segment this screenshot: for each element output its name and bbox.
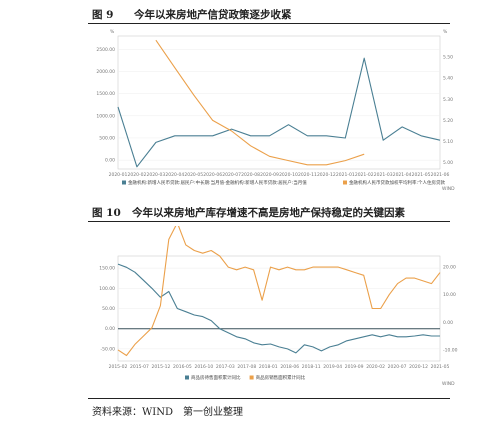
y-right-tick-label: 5.20 — [443, 118, 453, 124]
legend-swatch-2 — [249, 375, 254, 380]
x-tick-label: 2021-05 — [412, 172, 431, 178]
legend-swatch-2 — [343, 180, 347, 185]
x-tick-label: 2015-12 — [152, 364, 171, 370]
watermark: WIND — [442, 381, 455, 387]
x-tick-label: 2021-04 — [393, 172, 412, 178]
x-tick-label: 2020-09 — [260, 172, 279, 178]
legend-label-2: 商品房销售面积累计同比 — [256, 374, 306, 381]
y-right-tick-label: 5.00 — [443, 160, 453, 166]
y-right-tick-label: 10.00 — [443, 292, 456, 298]
y-left-tick-label: 1000.00 — [96, 113, 115, 119]
x-tick-label: 2020-11 — [298, 172, 317, 178]
source-note: 资料来源：WIND 第一创业整理 — [92, 407, 243, 418]
y-left-tick-label: 500.00 — [99, 135, 115, 141]
y-left-tick-label: 2500.00 — [96, 47, 115, 53]
series-line-2 — [155, 39, 365, 166]
x-tick-label: 2016-05 — [173, 364, 192, 370]
y-left-tick-label: 1500.00 — [96, 91, 115, 97]
x-tick-label: 2018-06 — [280, 364, 299, 370]
watermark: WIND — [442, 186, 455, 192]
x-tick-label: 2018-01 — [259, 364, 278, 370]
x-tick-label: 2020-07 — [388, 364, 407, 370]
plot-frame — [117, 35, 441, 170]
y-right-unit: % — [443, 29, 448, 35]
y-left-tick-label: 0.00 — [105, 326, 115, 332]
series-line-1 — [117, 263, 440, 354]
x-tick-label: 2021-03 — [374, 172, 393, 178]
x-tick-label: 2020-02 — [128, 172, 147, 178]
x-tick-label: 2019-09 — [345, 364, 364, 370]
chart-housing-credit: 0.00 500.00 1000.00 1500.00 2000.00 2500.00% 5… — [96, 29, 455, 192]
x-tick-label: 2020-04 — [165, 172, 184, 178]
x-tick-label: 2021-06 — [431, 172, 450, 178]
x-tick-label: 2017-03 — [216, 364, 235, 370]
x-tick-label: 2020-12 — [317, 172, 336, 178]
x-tick-label: 2020-03 — [146, 172, 165, 178]
y-left-tick-label: 50.00 — [102, 306, 115, 312]
legend-label-2: 金融机构人民币贷款加权平均利率:个人住房贷款 — [349, 179, 446, 186]
legend-swatch-1 — [185, 375, 189, 380]
y-left-tick-label: 2000.00 — [96, 69, 115, 75]
legend-swatch-1 — [122, 180, 126, 185]
x-tick-label: 2020-10 — [279, 172, 298, 178]
y-right-tick-label: 5.50 — [443, 55, 453, 61]
source-footer: 资料来源：WIND 第一创业整理 — [88, 398, 450, 419]
y-right-tick-label: 20.00 — [443, 265, 456, 271]
x-tick-label: 2020-02 — [366, 364, 385, 370]
x-tick-label: 2017-08 — [237, 364, 256, 370]
chart-housing-inventory: -50.00 0.00 50.00 100.00 150.00 -10.00 0.00 10.… — [99, 226, 458, 387]
y-right-tick-label: 5.10 — [443, 139, 453, 145]
y-left-tick-label: -50.00 — [100, 346, 115, 352]
x-tick-label: 2020-07 — [222, 172, 241, 178]
figure1-label: 图 9 — [92, 9, 114, 21]
figure2-title: 今年以来房地产库存增速不高是房地产保持稳定的关键因素 — [132, 207, 405, 219]
x-tick-label: 2020-12 — [409, 364, 428, 370]
x-tick-label: 2021-01 — [336, 172, 355, 178]
figure2-label: 图 10 — [92, 207, 121, 219]
y-left-tick-label: 100.00 — [99, 286, 115, 292]
x-tick-label: 2021-02 — [355, 172, 374, 178]
figure1-header: 图 9 今年以来房地产信贷政策逐步收紧 — [88, 6, 450, 24]
y-right-tick-label: 5.30 — [443, 97, 453, 103]
y-left-unit: % — [110, 29, 115, 35]
x-tick-label: 2016-10 — [194, 364, 213, 370]
x-tick-label: 2020-05 — [184, 172, 203, 178]
legend-label-1: 商品房待售面积累计同比 — [191, 374, 241, 381]
y-right-tick-label: 5.40 — [443, 76, 453, 82]
figure1-title: 今年以来房地产信贷政策逐步收紧 — [134, 9, 292, 21]
series-line-2 — [117, 226, 441, 357]
legend-label-1: 金融机构:新增人民币贷款:居民户:中长期:当月值-金融机构:新增人民币贷款:居民… — [128, 179, 307, 186]
x-tick-label: 2020-01 — [109, 172, 128, 178]
y-right-tick-label: -10.00 — [443, 347, 458, 353]
x-tick-label: 2020-08 — [241, 172, 260, 178]
x-tick-label: 2021-05 — [431, 364, 450, 370]
x-tick-label: 2015-07 — [130, 364, 149, 370]
y-left-tick-label: 150.00 — [99, 266, 115, 272]
x-tick-label: 2019-04 — [323, 364, 342, 370]
x-tick-label: 2015-02 — [109, 364, 128, 370]
x-tick-label: 2018-11 — [302, 364, 321, 370]
figure2-header: 图 10 今年以来房地产库存增速不高是房地产保持稳定的关键因素 — [88, 204, 450, 222]
series-line-1 — [117, 57, 441, 168]
y-left-tick-label: 0.00 — [105, 158, 115, 164]
y-right-tick-label: 0.00 — [443, 320, 453, 326]
x-tick-label: 2020-06 — [203, 172, 222, 178]
